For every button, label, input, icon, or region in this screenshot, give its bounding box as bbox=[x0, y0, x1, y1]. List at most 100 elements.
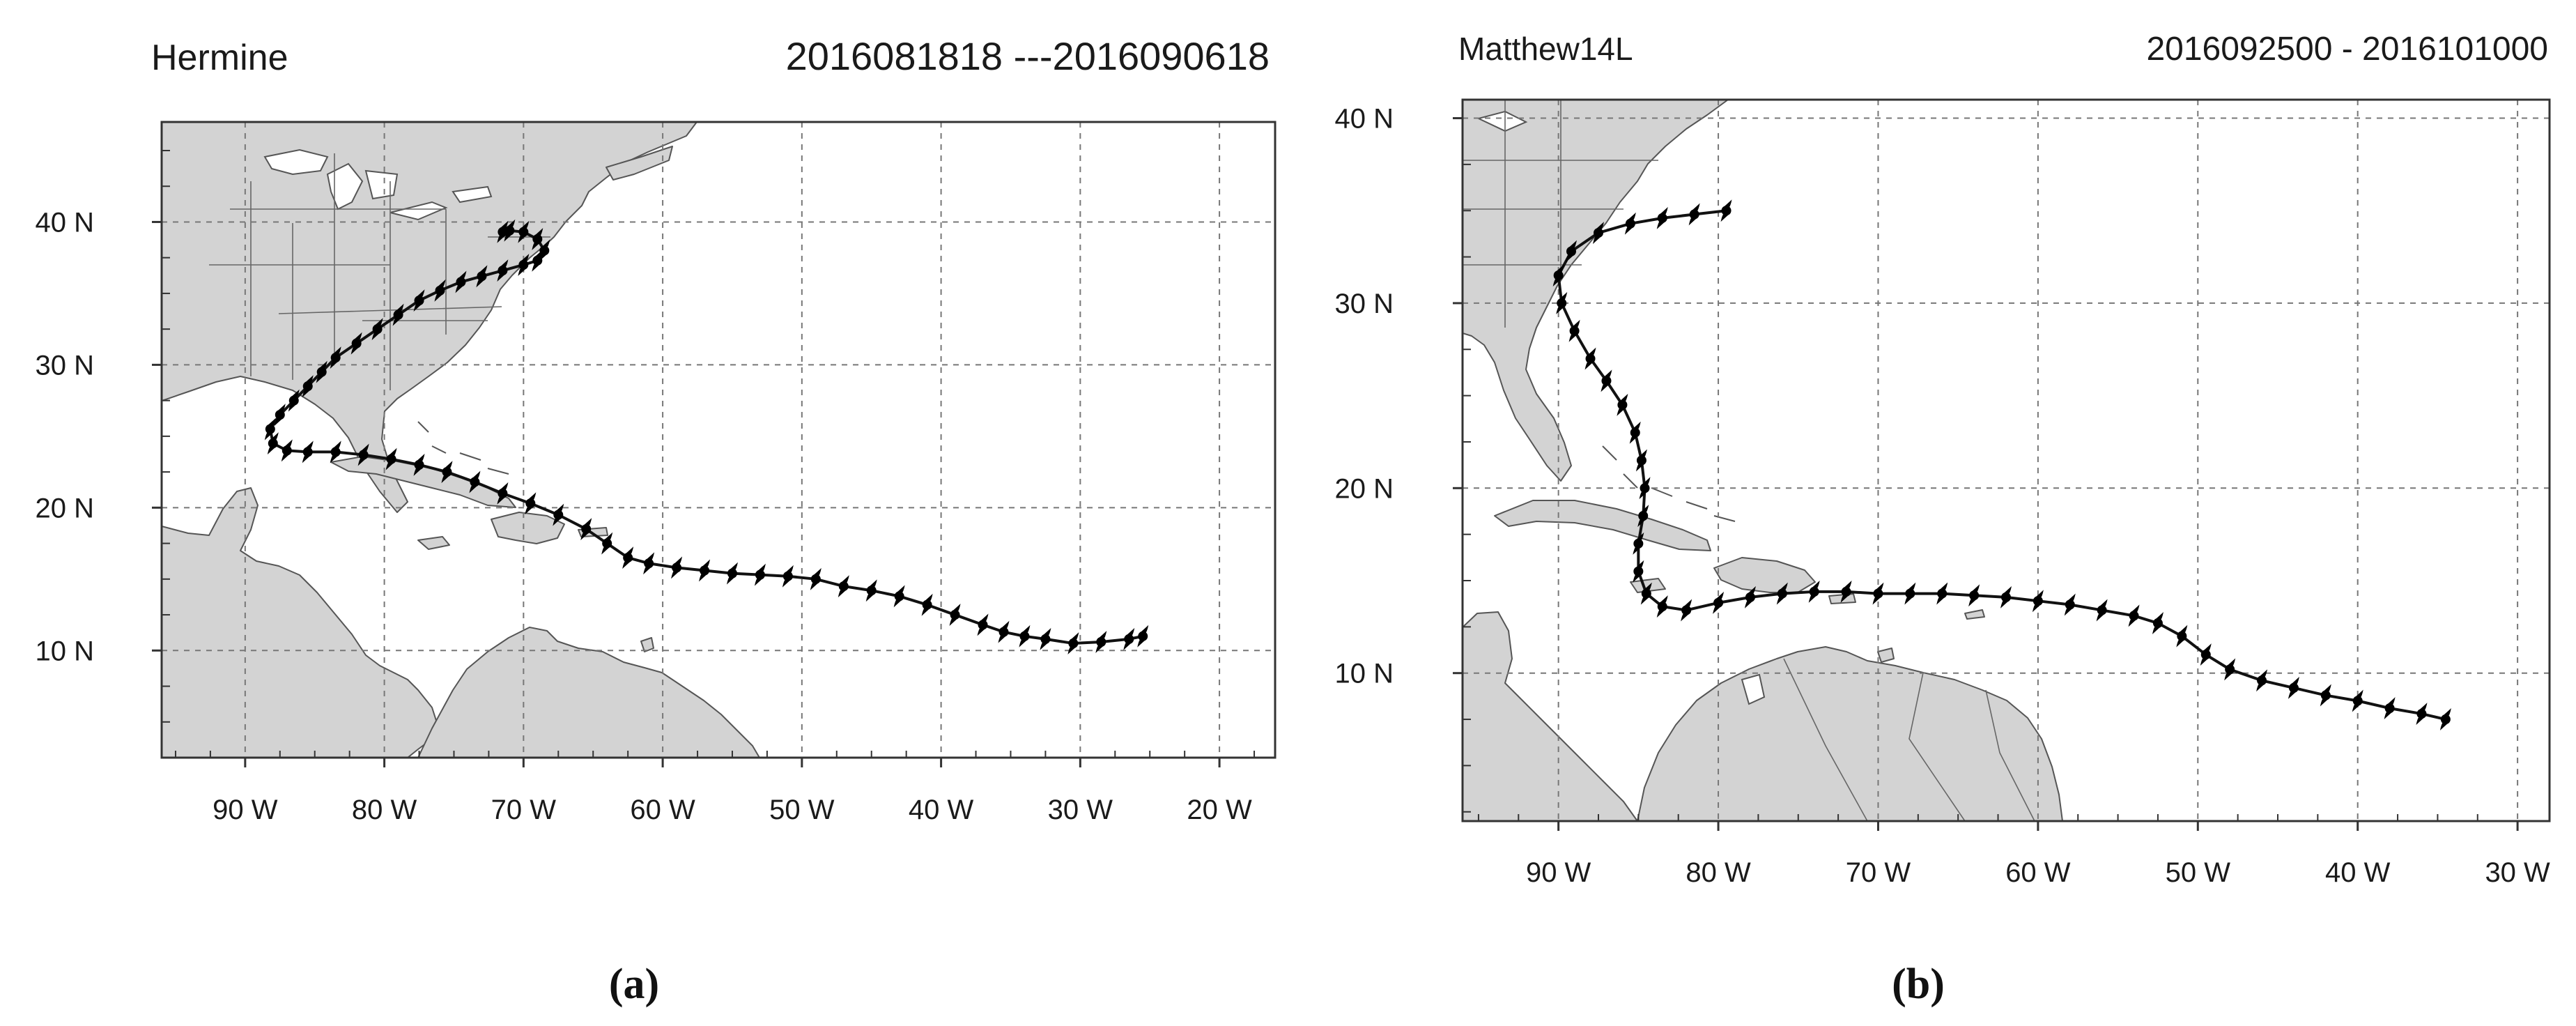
track-point-marker bbox=[1639, 477, 1651, 500]
track-point-marker bbox=[1624, 212, 1636, 235]
track-point-marker bbox=[1019, 625, 1031, 648]
caption-b: (b) bbox=[1892, 960, 1945, 1008]
track-point-marker bbox=[1629, 421, 1641, 444]
track-point-marker bbox=[977, 613, 989, 636]
track-point-marker bbox=[1656, 206, 1668, 229]
panel-a-figure: Hermine 2016081818 ---2016090618 bbox=[36, 34, 1277, 1008]
map-frame-b bbox=[1461, 98, 2551, 822]
track-point-marker bbox=[330, 441, 341, 464]
track-point-marker bbox=[1067, 632, 1079, 655]
x-tick-label: 40 W bbox=[909, 795, 974, 825]
landmass-lesser-antilles-b bbox=[1964, 609, 1985, 620]
hurricane-track-b bbox=[1552, 199, 2451, 731]
landmass-jamaica-b bbox=[1630, 578, 1666, 593]
map-frame-a bbox=[160, 121, 1277, 759]
track-point-marker bbox=[754, 563, 766, 586]
track-point-marker bbox=[413, 453, 425, 476]
y-axis-labels-a: 10 N 20 N 30 N 40 N bbox=[36, 207, 95, 666]
track-point-marker bbox=[1601, 369, 1612, 392]
y-tick-label: 40 N bbox=[1335, 104, 1394, 135]
track-point-marker bbox=[497, 259, 509, 282]
x-tick-label: 80 W bbox=[352, 795, 417, 825]
track-point-marker bbox=[1681, 599, 1692, 622]
y-tick-label: 10 N bbox=[1335, 659, 1394, 689]
track-point-marker bbox=[1552, 264, 1564, 287]
track-point-marker bbox=[1840, 580, 1852, 603]
track-point-marker bbox=[525, 492, 537, 515]
track-point-marker bbox=[2176, 625, 2188, 648]
track-point-marker bbox=[2032, 590, 2044, 613]
track-point-marker bbox=[2200, 643, 2212, 666]
track-point-marker bbox=[1656, 595, 1668, 618]
track-point-marker bbox=[726, 562, 738, 585]
y-tick-label: 30 N bbox=[1335, 289, 1394, 319]
landmass-hispaniola-a bbox=[491, 512, 565, 544]
track-point-marker bbox=[921, 593, 933, 616]
track-point-marker bbox=[455, 270, 467, 293]
track-point-marker bbox=[580, 518, 592, 541]
x-tick-label: 20 W bbox=[1187, 795, 1252, 825]
panel-a: Hermine 2016081818 ---2016090618 bbox=[36, 34, 1277, 1008]
track-point-marker bbox=[601, 532, 613, 555]
x-tick-label: 90 W bbox=[213, 795, 278, 825]
track-point-marker bbox=[413, 289, 425, 312]
axis-ticks-b bbox=[1453, 117, 2519, 831]
track-point-marker bbox=[1568, 319, 1580, 342]
track-point-marker bbox=[2384, 697, 2396, 720]
track-point-marker bbox=[643, 552, 655, 575]
caption-a: (a) bbox=[609, 960, 659, 1008]
landmass-cuba-b bbox=[1494, 500, 1711, 551]
track-point-marker bbox=[357, 443, 369, 466]
landmass-central-america-a bbox=[162, 487, 438, 758]
y-axis-labels-b: 10 N 20 N 30 N 40 N bbox=[1335, 104, 1394, 689]
gridlines-a bbox=[162, 122, 1275, 758]
track-point-marker bbox=[1776, 582, 1788, 605]
x-tick-label: 90 W bbox=[1526, 857, 1591, 888]
x-tick-label: 70 W bbox=[491, 795, 557, 825]
track-point-marker bbox=[1040, 627, 1051, 650]
track-point-marker bbox=[2000, 585, 2012, 608]
x-tick-label: 70 W bbox=[1846, 857, 1911, 888]
track-point-marker bbox=[518, 253, 530, 276]
storm-name-b: Matthew14L bbox=[1458, 31, 1633, 67]
track-point-marker bbox=[264, 418, 276, 441]
track-point-marker bbox=[1617, 393, 1628, 416]
x-axis-labels-a: 90 W 80 W 70 W 60 W 50 W 40 W 30 W 20 W bbox=[213, 795, 1252, 825]
track-point-marker bbox=[1713, 591, 1725, 614]
track-point-marker bbox=[316, 360, 327, 383]
track-point-marker bbox=[532, 228, 543, 251]
y-tick-label: 20 N bbox=[36, 493, 95, 523]
track-point-marker bbox=[1633, 560, 1644, 583]
track-point-marker bbox=[671, 556, 683, 579]
landmass-south-america-b bbox=[1637, 646, 2063, 821]
x-tick-label: 50 W bbox=[2166, 857, 2231, 888]
track-point-marker bbox=[518, 220, 530, 243]
track-point-marker bbox=[1633, 532, 1644, 555]
date-range-b: 2016092500 - 2016101000 bbox=[2146, 31, 2548, 68]
track-point-marker bbox=[2416, 703, 2428, 726]
basemap-b bbox=[1463, 100, 2063, 821]
track-point-marker bbox=[2439, 708, 2451, 731]
track-point-marker bbox=[2128, 604, 2140, 627]
track-point-marker bbox=[434, 279, 446, 302]
track-point-marker bbox=[302, 375, 314, 398]
landmass-hispaniola-b bbox=[1713, 557, 1816, 593]
track-point-marker bbox=[699, 559, 711, 582]
track-point-marker bbox=[949, 604, 961, 627]
track-point-marker bbox=[1584, 347, 1596, 370]
track-point-marker bbox=[476, 265, 488, 288]
y-tick-label: 30 N bbox=[36, 350, 95, 381]
track-point-marker bbox=[998, 620, 1010, 643]
track-point-marker bbox=[539, 239, 550, 262]
track-point-marker bbox=[267, 432, 279, 455]
track-point-marker bbox=[350, 332, 362, 355]
storm-name-a: Hermine bbox=[151, 38, 288, 78]
track-point-marker bbox=[2064, 593, 2076, 616]
track-point-marker bbox=[2320, 684, 2331, 707]
track-point-marker bbox=[1095, 630, 1107, 653]
track-point-marker bbox=[2224, 658, 2236, 681]
track-point-marker bbox=[553, 503, 564, 526]
axis-ticks-a bbox=[152, 149, 1256, 767]
track-point-marker bbox=[371, 318, 383, 341]
track-point-marker bbox=[2288, 676, 2299, 699]
